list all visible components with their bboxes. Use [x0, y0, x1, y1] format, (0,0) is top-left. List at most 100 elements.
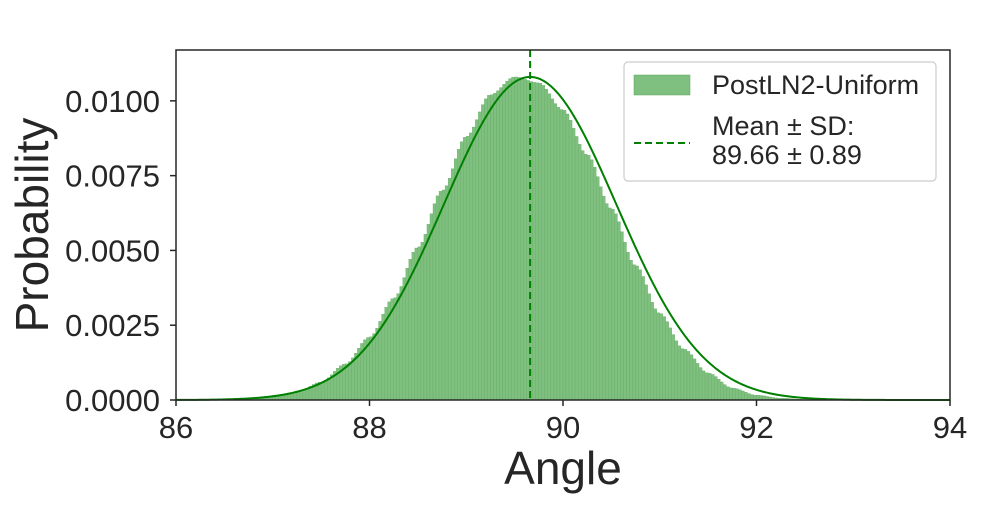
- histogram-bar: [720, 382, 723, 400]
- histogram-bar: [626, 252, 629, 400]
- x-tick-label: 94: [933, 410, 967, 445]
- histogram-bar: [642, 276, 645, 400]
- histogram-bar: [596, 177, 599, 400]
- histogram-bar: [439, 191, 442, 400]
- histogram-bar: [699, 368, 702, 400]
- histogram-bar: [481, 105, 484, 400]
- histogram-bar: [702, 371, 705, 400]
- histogram-bar: [623, 242, 626, 400]
- histogram-bar: [566, 114, 569, 400]
- histogram-bar: [560, 110, 563, 400]
- histogram-bar: [729, 388, 732, 400]
- histogram-bar: [630, 260, 633, 400]
- histogram-bar: [605, 204, 608, 400]
- histogram-bar: [460, 142, 463, 400]
- histogram-bar: [442, 190, 445, 400]
- legend-label-mean-value: 89.66 ± 0.89: [712, 140, 862, 170]
- histogram-bar: [738, 390, 741, 400]
- histogram-bar: [602, 196, 605, 400]
- histogram-bar: [469, 133, 472, 400]
- histogram-bar: [397, 294, 400, 400]
- histogram-bar: [735, 389, 738, 400]
- histogram-bar: [617, 222, 620, 400]
- histogram-bar: [348, 362, 351, 400]
- histogram-bar: [294, 393, 297, 400]
- histogram-bar: [436, 196, 439, 400]
- histogram-bar: [711, 374, 714, 400]
- histogram-bar: [533, 82, 536, 400]
- histogram-bar: [297, 392, 300, 400]
- histogram-bar: [669, 328, 672, 400]
- histogram-bar: [732, 388, 735, 400]
- histogram-bar: [705, 373, 708, 400]
- histogram-bar: [539, 83, 542, 400]
- histogram-bar: [572, 128, 575, 400]
- histogram-bar: [445, 186, 448, 400]
- x-axis-label: Angle: [504, 442, 622, 494]
- histogram-bar: [373, 334, 376, 400]
- histogram-bar: [717, 379, 720, 400]
- histogram-bar: [524, 79, 527, 400]
- x-tick-label: 90: [546, 410, 580, 445]
- histogram-bar: [684, 349, 687, 400]
- histogram-bar: [403, 278, 406, 400]
- histogram-bar: [554, 104, 557, 400]
- histogram-bar: [578, 144, 581, 400]
- histogram-bar: [493, 93, 496, 400]
- histogram-bar: [515, 77, 518, 400]
- histogram-bar: [639, 270, 642, 400]
- histogram-bar: [681, 349, 684, 400]
- histogram-bar: [448, 178, 451, 400]
- histogram-bar: [675, 341, 678, 400]
- histogram-bar: [496, 91, 499, 400]
- histogram-bar: [551, 99, 554, 400]
- histogram-bar: [663, 317, 666, 400]
- y-tick-label: 0.0075: [65, 159, 160, 194]
- histogram-bar: [457, 149, 460, 400]
- histogram-bar: [569, 120, 572, 400]
- histogram-bar: [454, 159, 457, 400]
- histogram-bar: [608, 208, 611, 400]
- histogram-bar: [430, 214, 433, 400]
- legend: PostLN2-Uniform Mean ± SD: 89.66 ± 0.89: [624, 62, 936, 181]
- histogram-bar: [478, 112, 481, 400]
- histogram-bar: [678, 346, 681, 400]
- histogram-bar: [521, 78, 524, 400]
- legend-label-mean: Mean ± SD:: [712, 111, 854, 141]
- histogram-bar: [463, 137, 466, 400]
- histogram-bar: [484, 99, 487, 400]
- x-tick-label: 86: [159, 410, 193, 445]
- histogram-bar: [303, 390, 306, 400]
- histogram-bar: [415, 248, 418, 400]
- histogram-bar: [487, 95, 490, 400]
- histogram-bar: [345, 364, 348, 400]
- histogram-bar: [500, 88, 503, 400]
- histogram-bar: [306, 388, 309, 400]
- histogram-bar: [611, 209, 614, 400]
- histogram-bar: [424, 234, 427, 400]
- histogram-bar: [379, 321, 382, 400]
- histogram-bar: [472, 127, 475, 400]
- histogram-bar: [654, 309, 657, 400]
- histogram-bar: [545, 89, 548, 400]
- histogram-bar: [451, 169, 454, 400]
- histogram-bar: [433, 204, 436, 400]
- histogram-bar: [300, 392, 303, 400]
- histogram-bar: [466, 136, 469, 400]
- histogram-bar: [509, 79, 512, 400]
- histogram-bar: [427, 224, 430, 400]
- histogram-bar: [690, 355, 693, 400]
- histogram-bar: [687, 351, 690, 400]
- histogram-bar: [394, 298, 397, 400]
- histogram-bar: [581, 151, 584, 400]
- histogram-bar: [741, 391, 744, 400]
- histogram-bar: [714, 377, 717, 400]
- histogram-bar: [503, 84, 506, 400]
- histogram-bar: [370, 337, 373, 400]
- histogram-bar: [620, 232, 623, 400]
- y-axis-label: Probability: [6, 118, 58, 333]
- histogram-bar: [418, 247, 421, 400]
- histogram-bar: [651, 302, 654, 400]
